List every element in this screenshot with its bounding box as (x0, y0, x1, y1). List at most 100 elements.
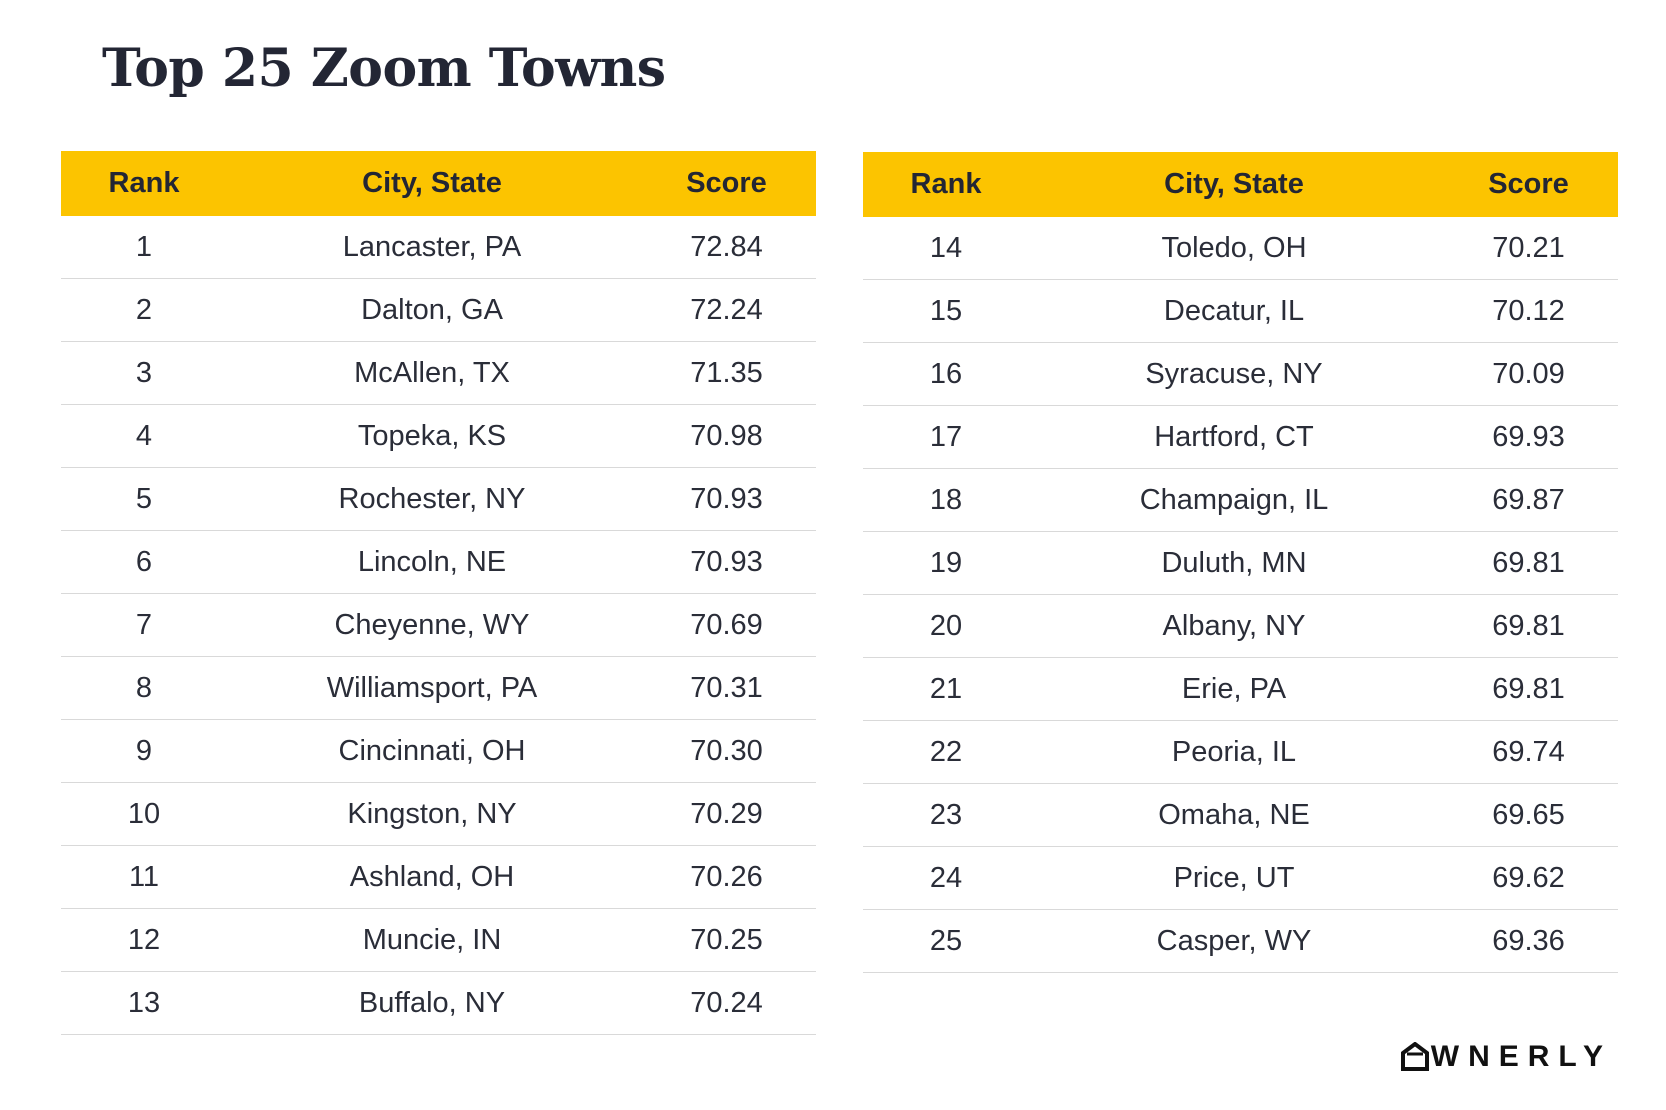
table-row: 3 McAllen, TX 71.35 (61, 341, 816, 405)
cell-city: Kingston, NY (227, 782, 637, 846)
logo-wordmark: WNERLY (1430, 1040, 1612, 1073)
cell-city: Williamsport, PA (227, 656, 637, 720)
column-header-city: City, State (362, 167, 502, 199)
cell-rank: 2 (61, 278, 227, 342)
cell-score: 70.26 (637, 845, 816, 909)
cell-rank: 19 (863, 531, 1029, 595)
cell-score: 70.31 (637, 656, 816, 720)
table-row: 10 Kingston, NY 70.29 (61, 782, 816, 846)
cell-city: Cincinnati, OH (227, 719, 637, 783)
table-row: 13 Buffalo, NY 70.24 (61, 971, 816, 1035)
house-o-icon (1400, 1042, 1429, 1071)
cell-city: Ashland, OH (227, 845, 637, 909)
cell-score: 70.69 (637, 593, 816, 657)
table-row: 1 Lancaster, PA 72.84 (61, 216, 816, 279)
table-header-row: Rank City, State Score (61, 151, 816, 216)
cell-score: 69.81 (1439, 531, 1618, 595)
cell-rank: 18 (863, 468, 1029, 532)
cell-city: Albany, NY (1029, 594, 1439, 658)
cell-rank: 15 (863, 279, 1029, 343)
rankings-table-right: Rank City, State Score 14 Toledo, OH 70.21… (863, 152, 1618, 973)
column-header-score: Score (1488, 168, 1569, 200)
cell-rank: 16 (863, 342, 1029, 406)
cell-score: 70.30 (637, 719, 816, 783)
cell-city: Muncie, IN (227, 908, 637, 972)
cell-rank: 23 (863, 783, 1029, 847)
cell-city: McAllen, TX (227, 341, 637, 405)
table-row: 22 Peoria, IL 69.74 (863, 720, 1618, 784)
column-header-rank: Rank (910, 168, 982, 200)
cell-rank: 12 (61, 908, 227, 972)
column-header-city: City, State (1164, 168, 1304, 200)
table-row: 14 Toledo, OH 70.21 (863, 217, 1618, 280)
cell-rank: 7 (61, 593, 227, 657)
cell-city: Champaign, IL (1029, 468, 1439, 532)
table-row: 2 Dalton, GA 72.24 (61, 278, 816, 342)
cell-score: 69.65 (1439, 783, 1618, 847)
cell-city: Lancaster, PA (227, 216, 637, 279)
table-row: 4 Topeka, KS 70.98 (61, 404, 816, 468)
table-row: 11 Ashland, OH 70.26 (61, 845, 816, 909)
table-row: 6 Lincoln, NE 70.93 (61, 530, 816, 594)
cell-score: 71.35 (637, 341, 816, 405)
cell-score: 70.98 (637, 404, 816, 468)
cell-city: Cheyenne, WY (227, 593, 637, 657)
cell-score: 69.81 (1439, 657, 1618, 721)
cell-rank: 22 (863, 720, 1029, 784)
column-header-rank: Rank (108, 167, 180, 199)
cell-rank: 1 (61, 216, 227, 279)
cell-score: 70.25 (637, 908, 816, 972)
cell-score: 70.93 (637, 530, 816, 594)
table-row: 7 Cheyenne, WY 70.69 (61, 593, 816, 657)
table-row: 19 Duluth, MN 69.81 (863, 531, 1618, 595)
ownerly-logo: WNERLY (1400, 1040, 1612, 1074)
cell-city: Rochester, NY (227, 467, 637, 531)
cell-score: 70.24 (637, 971, 816, 1035)
cell-rank: 17 (863, 405, 1029, 469)
cell-city: Casper, WY (1029, 909, 1439, 973)
cell-city: Syracuse, NY (1029, 342, 1439, 406)
cell-rank: 25 (863, 909, 1029, 973)
table-row: 8 Williamsport, PA 70.31 (61, 656, 816, 720)
cell-city: Erie, PA (1029, 657, 1439, 721)
cell-city: Lincoln, NE (227, 530, 637, 594)
table-body: 1 Lancaster, PA 72.84 2 Dalton, GA 72.24 3 McAl… (61, 216, 816, 1035)
cell-score: 70.21 (1439, 217, 1618, 280)
table-row: 9 Cincinnati, OH 70.30 (61, 719, 816, 783)
cell-score: 69.62 (1439, 846, 1618, 910)
cell-rank: 8 (61, 656, 227, 720)
cell-score: 69.81 (1439, 594, 1618, 658)
cell-rank: 11 (61, 845, 227, 909)
cell-rank: 4 (61, 404, 227, 468)
cell-score: 70.09 (1439, 342, 1618, 406)
cell-city: Dalton, GA (227, 278, 637, 342)
table-row: 5 Rochester, NY 70.93 (61, 467, 816, 531)
cell-city: Toledo, OH (1029, 217, 1439, 280)
table-row: 15 Decatur, IL 70.12 (863, 279, 1618, 343)
cell-rank: 21 (863, 657, 1029, 721)
table-header-row: Rank City, State Score (863, 152, 1618, 217)
cell-rank: 9 (61, 719, 227, 783)
cell-score: 72.84 (637, 216, 816, 279)
cell-city: Duluth, MN (1029, 531, 1439, 595)
column-header-score: Score (686, 167, 767, 199)
page-title: Top 25 Zoom Towns (102, 38, 666, 99)
cell-rank: 3 (61, 341, 227, 405)
cell-score: 72.24 (637, 278, 816, 342)
cell-city: Buffalo, NY (227, 971, 637, 1035)
table-row: 24 Price, UT 69.62 (863, 846, 1618, 910)
cell-score: 70.29 (637, 782, 816, 846)
cell-city: Hartford, CT (1029, 405, 1439, 469)
cell-rank: 24 (863, 846, 1029, 910)
cell-rank: 13 (61, 971, 227, 1035)
cell-score: 69.36 (1439, 909, 1618, 973)
table-header: Rank City, State Score (863, 152, 1618, 217)
cell-score: 70.12 (1439, 279, 1618, 343)
cell-city: Price, UT (1029, 846, 1439, 910)
cell-rank: 6 (61, 530, 227, 594)
table-row: 21 Erie, PA 69.81 (863, 657, 1618, 721)
cell-score: 69.87 (1439, 468, 1618, 532)
cell-rank: 14 (863, 217, 1029, 280)
cell-city: Omaha, NE (1029, 783, 1439, 847)
table-row: 17 Hartford, CT 69.93 (863, 405, 1618, 469)
